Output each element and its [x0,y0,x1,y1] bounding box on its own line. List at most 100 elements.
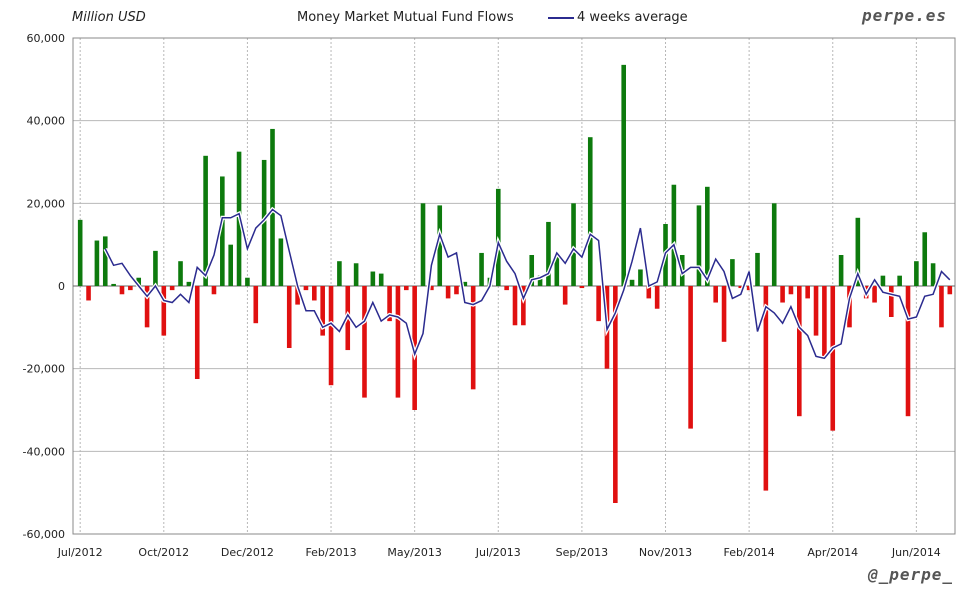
bar-negative [654,286,660,309]
bar-negative [286,286,292,348]
bar-positive [479,252,484,286]
bar-positive [537,275,543,286]
bar-negative [295,286,300,305]
y-tick-labels: 60,000 40,000 20,000 0 -20,000 -40,000 -60,000 [23,32,65,541]
brand-watermark: perpe.es [862,6,948,25]
bar-negative [738,286,744,289]
bar-negative [161,286,167,336]
bar-positive [930,263,936,286]
average-series [103,206,952,361]
x-tick-label: Jul/2012 [57,546,103,559]
bar-negative [746,286,752,291]
legend-label: 4 weeks average [577,10,688,25]
bar-negative [721,286,727,342]
y-axis-unit-label: Million USD [72,10,146,25]
legend-line-swatch [548,16,574,19]
bar-negative [939,286,944,328]
bar-negative [596,286,601,322]
bar-positive [203,155,208,286]
bar-positive [136,277,142,286]
chart-title: Money Market Mutual Fund Flows [297,10,514,25]
bar-positive [77,219,83,286]
bar-positive [102,236,108,286]
x-tick-label: Sep/2013 [556,546,608,559]
y-tick-label: -40,000 [23,445,65,458]
x-tick-label: Feb/2013 [305,546,356,559]
bar-negative [320,286,325,336]
bar-positive [245,277,250,286]
bar-positive [621,64,627,286]
bar-positive [897,275,902,286]
bar-negative [888,286,894,317]
bar-negative [253,286,259,324]
bar-negative [780,286,785,303]
bar-negative [579,286,585,289]
bar-negative [194,286,200,379]
bar-positive [771,203,777,286]
bar-positive [922,232,928,286]
x-tick-label: Feb/2014 [724,546,775,559]
bar-positive [730,259,735,286]
x-tick-label: Jul/2013 [475,546,521,559]
bar-negative [688,286,693,429]
bar-positive [629,279,635,286]
y-tick-label: 20,000 [27,197,66,210]
bar-positive [111,283,116,286]
bar-positive [186,281,192,286]
bar-negative [813,286,819,336]
bar-positive [554,257,560,286]
bar-positive [228,244,233,286]
bar-positive [855,217,861,286]
bar-negative [128,286,133,291]
bar-series [77,64,953,503]
bar-positive [914,261,919,286]
x-tick-label: Jun/2014 [891,546,941,559]
bar-positive [587,137,593,286]
bar-negative [387,286,392,322]
bar-positive [638,269,643,286]
bar-positive [495,188,501,286]
bar-positive [370,271,376,286]
bar-negative [454,286,459,295]
bar-negative [169,286,175,291]
bar-positive [261,159,267,286]
x-tick-label: Oct/2012 [138,546,189,559]
bar-negative [119,286,125,295]
bar-negative [504,286,509,291]
bar-positive [696,205,702,286]
bar-positive [220,176,225,286]
bar-negative [830,286,836,431]
bar-positive [462,281,468,286]
bar-negative [713,286,718,303]
bar-negative [562,286,568,305]
y-tick-label: 0 [58,280,65,293]
bar-negative [395,286,401,398]
bar-negative [312,286,317,301]
bar-positive [671,184,677,286]
x-tick-labels: Jul/2012 Oct/2012 Dec/2012 Feb/2013 May/2013… [57,546,941,559]
bar-positive [705,186,710,286]
bar-positive [353,263,359,286]
bar-negative [646,286,652,299]
bar-positive [420,203,426,286]
bar-negative [788,286,794,295]
bar-negative [763,286,769,491]
bar-positive [838,255,844,286]
y-tick-label: 40,000 [27,115,66,128]
bar-positive [337,261,342,286]
bar-positive [880,275,886,286]
bar-negative [905,286,911,417]
bar-negative [470,286,476,390]
bar-positive [278,238,284,286]
author-handle: @_perpe_ [868,565,954,584]
bar-negative [521,286,526,326]
bar-negative [362,286,367,398]
bar-negative [429,286,434,291]
bar-negative [797,286,802,417]
x-tick-label: Apr/2014 [807,546,858,559]
bar-negative [822,286,827,359]
bar-positive [571,203,576,286]
legend: 4 weeks average [548,10,688,25]
bar-positive [546,221,551,286]
